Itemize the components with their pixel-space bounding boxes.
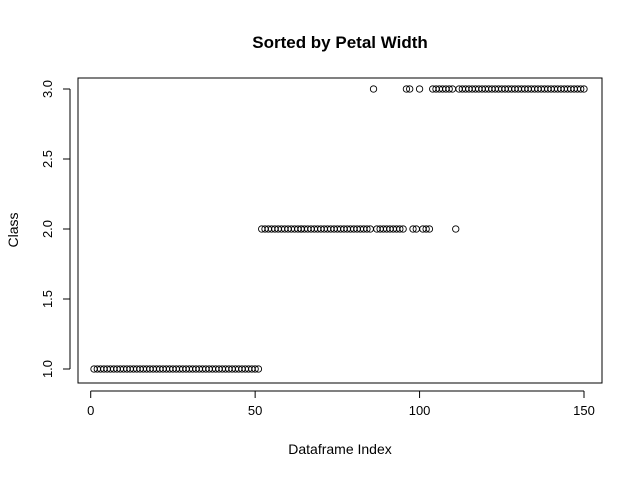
- x-tick-label: 100: [409, 403, 431, 418]
- y-tick-label: 3.0: [40, 80, 55, 98]
- data-point: [445, 85, 453, 93]
- y-tick-label: 1.0: [40, 360, 55, 378]
- x-tick-label: 0: [87, 403, 94, 418]
- plot-frame: [77, 77, 603, 384]
- x-axis-label: Dataframe Index: [288, 441, 392, 457]
- y-axis-label: Class: [5, 212, 21, 247]
- data-point: [415, 85, 424, 93]
- data-point: [402, 85, 411, 93]
- data-point: [580, 85, 588, 93]
- y-tick-label: 2.0: [40, 220, 55, 238]
- x-tick-label: 150: [573, 403, 595, 418]
- data-point: [406, 85, 414, 93]
- y-axis: 1.0 1.5 2.0 2.5 3.0: [40, 80, 71, 378]
- data-point: [396, 225, 404, 233]
- data-point: [254, 365, 263, 373]
- data-point: [452, 225, 460, 233]
- data-point: [577, 85, 585, 93]
- data-point: [399, 225, 407, 233]
- data-point: [251, 365, 259, 373]
- data-point: [425, 225, 434, 233]
- data-point: [422, 225, 430, 233]
- data-points: [90, 85, 588, 373]
- chart-title: Sorted by Petal Width: [252, 33, 428, 52]
- data-point: [363, 225, 371, 233]
- x-axis: 0 50 100 150: [87, 390, 595, 418]
- x-tick-label: 50: [248, 403, 262, 418]
- data-point: [409, 225, 417, 233]
- data-point: [369, 85, 378, 93]
- y-tick-label: 2.5: [40, 150, 55, 168]
- y-tick-label: 1.5: [40, 290, 55, 308]
